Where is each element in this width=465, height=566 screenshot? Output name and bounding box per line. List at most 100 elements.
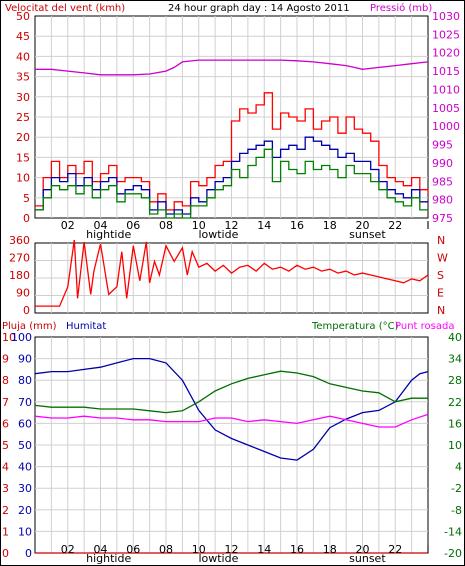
compass-label: E — [437, 287, 444, 300]
temperature-tick: 34 — [448, 353, 462, 366]
rain-tick: 6 — [2, 417, 9, 430]
x-tick-label: I — [426, 219, 429, 232]
pressure-tick: 995 — [432, 139, 453, 152]
rain-tick: 5 — [2, 439, 9, 452]
x-tick-label: 16 — [290, 219, 304, 232]
pressure-tick: 1030 — [432, 10, 460, 23]
temperature-tick: 16 — [448, 417, 462, 430]
direction-tick: 270 — [9, 252, 30, 265]
wind-series — [35, 59, 429, 219]
x-sublabel: lowtide — [198, 228, 238, 241]
gust-line — [35, 92, 429, 211]
pressure-tick: 990 — [432, 157, 453, 170]
wind-tick: 10 — [16, 172, 30, 185]
x-tick-label: 02 — [61, 219, 75, 232]
temperature-tick: -8 — [451, 504, 462, 517]
low-wind-line — [35, 148, 428, 219]
x-sublabel: lowtide — [198, 552, 238, 565]
rain-tick: 2 — [2, 504, 9, 517]
humidity-tick: 100 — [11, 331, 32, 344]
rain-tick: 7 — [2, 396, 9, 409]
x-tick-label: 22 — [388, 219, 402, 232]
humidity-tick: 0 — [25, 547, 32, 560]
direction-series — [35, 239, 429, 307]
x-tick-label: 14 — [257, 219, 271, 232]
humidity-tick: 50 — [18, 439, 32, 452]
humidity-tick: 70 — [18, 396, 32, 409]
temperature-tick: -20 — [444, 547, 462, 560]
direction-tick: 180 — [9, 269, 30, 282]
rain-tick: 1 — [2, 525, 9, 538]
humidity-tick: 60 — [18, 417, 32, 430]
humidity-tick: 10 — [18, 525, 32, 538]
rain-tick: 9 — [2, 353, 9, 366]
pressure-tick: 1020 — [432, 47, 460, 60]
x-tick-label: 20 — [356, 219, 370, 232]
wind-tick: 5 — [23, 192, 30, 205]
wind-tick: 45 — [16, 30, 30, 43]
pressure-line — [35, 59, 429, 76]
wind-axis-label: Velocitat del vent (kmh) — [5, 3, 125, 14]
pressure-tick: 1010 — [432, 83, 460, 96]
dewpoint-axis-label: Punt rosada — [395, 321, 454, 332]
temperature-line — [34, 370, 428, 414]
compass-label: N — [437, 304, 445, 317]
x-tick-label: 12 — [225, 543, 239, 556]
x-sublabel: hightide — [86, 552, 131, 565]
wind-tick: 50 — [16, 10, 30, 23]
x-tick-label: I — [426, 543, 429, 556]
humidity-tick: 30 — [18, 482, 32, 495]
wind-y-ticks: 0 5 10 15 20 25 30 35 40 45 50 — [16, 10, 30, 225]
rain-tick: 3 — [2, 482, 9, 495]
direction-y-ticks: 0 90 180 270 360 — [9, 234, 30, 317]
temperature-tick: 10 — [448, 439, 462, 452]
x-sublabel: sunset — [349, 228, 386, 241]
compass-label: N — [437, 234, 445, 247]
temperature-tick: 4 — [455, 461, 462, 474]
pressure-tick: 1015 — [432, 65, 460, 78]
x-tick-label: 10 — [192, 543, 206, 556]
temperature-tick: -14 — [444, 525, 462, 538]
rain-y-ticks: 0 1 2 3 4 5 6 7 8 9 10 — [2, 331, 16, 560]
compass-label: W — [437, 252, 448, 265]
x-tick-label: 20 — [356, 543, 370, 556]
x-tick-label: 06 — [126, 543, 140, 556]
x-tick-label: 04 — [94, 543, 108, 556]
wind-tick: 15 — [16, 151, 30, 164]
direction-tick: 90 — [16, 287, 30, 300]
rain-tick: 8 — [2, 374, 9, 387]
pressure-tick: 1000 — [432, 120, 460, 133]
x-tick-label: 08 — [159, 543, 173, 556]
x-tick-label: 16 — [290, 543, 304, 556]
x-tick-label: 02 — [61, 543, 75, 556]
humidity-axis-label: Humitat — [66, 321, 106, 332]
pressure-tick: 1005 — [432, 102, 460, 115]
pressure-tick: 975 — [432, 212, 453, 225]
x-tick-label: 18 — [323, 543, 337, 556]
rain-tick: 0 — [2, 547, 9, 560]
humidity-tick: 80 — [18, 374, 32, 387]
temperature-tick: 40 — [448, 331, 462, 344]
x-sublabel: hightide — [86, 228, 131, 241]
humidity-tick: 40 — [18, 461, 32, 474]
direction-grid — [35, 243, 428, 313]
pressure-tick: 985 — [432, 175, 453, 188]
wind-tick: 35 — [16, 71, 30, 84]
wind-tick: 0 — [23, 212, 30, 225]
temperature-axis-label: Temperatura (°C) — [311, 321, 399, 332]
direction-tick: 360 — [9, 234, 30, 247]
rain-axis-label: Pluja (mm) — [2, 321, 57, 332]
temperature-y-ticks: -20 -14 -8 -2 4 10 16 22 28 34 40 — [444, 331, 462, 560]
climate-series — [34, 357, 429, 554]
humidity-tick: 90 — [18, 353, 32, 366]
x-tick-label: 10 — [192, 219, 206, 232]
rain-tick: 10 — [2, 331, 16, 344]
humidity-y-ticks: 0 10 20 30 40 50 60 70 80 90 100 — [11, 331, 32, 560]
wind-tick: 25 — [16, 111, 30, 124]
pressure-tick: 1025 — [432, 28, 460, 41]
wind-tick: 20 — [16, 131, 30, 144]
x-tick-label: 18 — [323, 219, 337, 232]
